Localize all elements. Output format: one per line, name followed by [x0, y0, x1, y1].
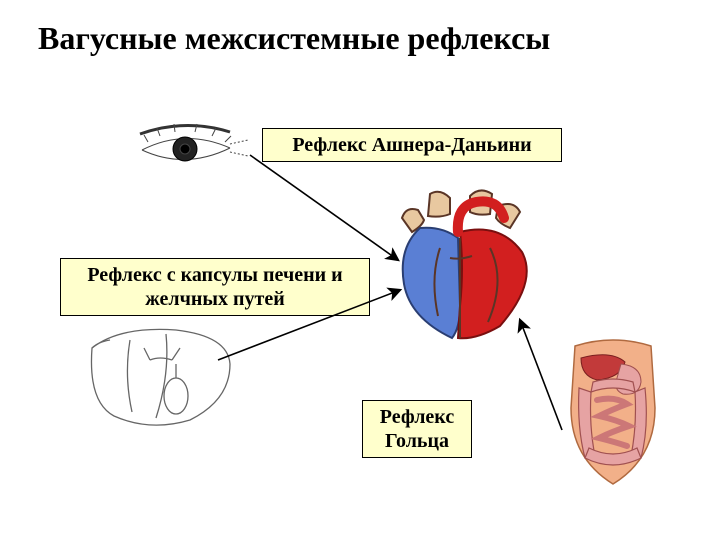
page-title: Вагусные межсистемные рефлексы	[38, 20, 698, 57]
label-liver: Рефлекс с капсулы печени и желчных путей	[60, 258, 370, 316]
label-liver-line1: Рефлекс с капсулы печени и	[87, 264, 342, 286]
label-ashner: Рефлекс Ашнера-Даньини	[262, 128, 562, 162]
heart-illustration	[380, 188, 550, 348]
eye-illustration	[130, 120, 250, 175]
label-goltz-line2: Гольца	[385, 430, 449, 452]
label-goltz-line1: Рефлекс	[380, 406, 454, 428]
gut-illustration	[555, 338, 670, 488]
label-liver-line2: желчных путей	[145, 288, 285, 310]
liver-illustration	[80, 320, 240, 435]
label-goltz: Рефлекс Гольца	[362, 400, 472, 458]
